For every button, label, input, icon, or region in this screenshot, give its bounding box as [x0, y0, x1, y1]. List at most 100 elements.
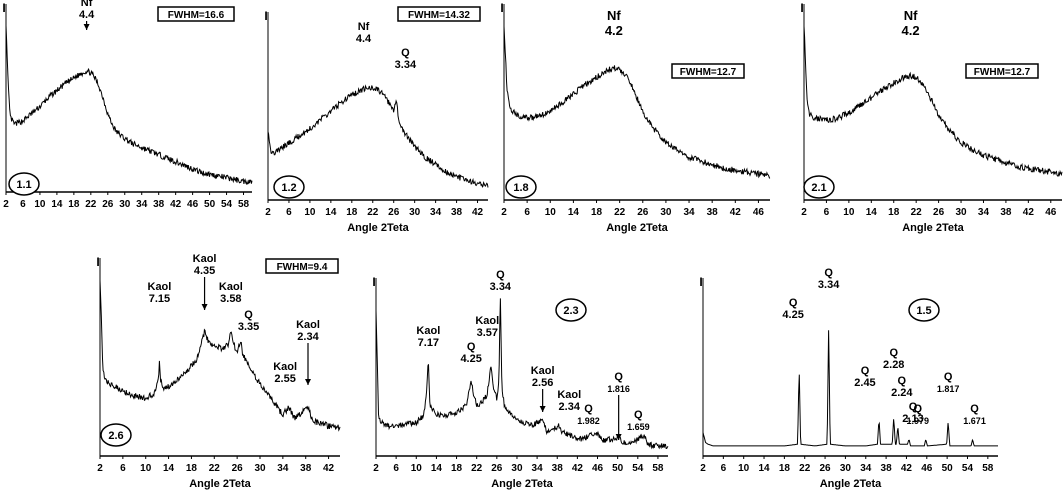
x-tick-label: 22	[85, 199, 97, 210]
y-axis-label: I	[372, 275, 375, 289]
x-tick-label: 26	[637, 207, 649, 218]
x-tick-label: 46	[921, 463, 933, 474]
sample-id-label: 1.8	[513, 182, 528, 194]
x-tick-label: 2	[501, 207, 507, 218]
x-tick-label: 10	[34, 199, 46, 210]
x-axis-label: Angle 2Teta	[606, 222, 668, 234]
x-tick-label: 34	[136, 199, 148, 210]
peak-name-label: Kaol	[219, 281, 243, 293]
x-tick-label: 46	[187, 199, 199, 210]
xrd-panel: I2 6 10 14 18 22 26 30 34 38 42 46 50 54 58FWHM=16.61.…	[2, 0, 253, 210]
peak-name-label: Kaol	[148, 281, 172, 293]
peak-name-label: Kaol	[475, 315, 499, 327]
peak-d-spacing-label: 3.57	[477, 327, 498, 339]
peak-d-spacing-label: 1.817	[937, 384, 960, 394]
x-tick-label: 2	[700, 463, 706, 474]
x-tick-label: 46	[753, 207, 765, 218]
peak-d-spacing-label: 7.17	[418, 337, 439, 349]
x-tick-label: 30	[955, 207, 967, 218]
peak-name-label: Q	[889, 347, 898, 359]
peak-name-label: Nf	[81, 0, 93, 9]
peak-arrow-head	[539, 406, 546, 412]
x-tick-label: 30	[840, 463, 852, 474]
xrd-trace	[503, 26, 771, 179]
peak-name-label: Q	[467, 341, 476, 353]
peak-d-spacing-label: 2.13	[902, 413, 923, 425]
sample-id-label: 1.1	[16, 179, 31, 191]
fwhm-label: FWHM=16.6	[168, 10, 225, 21]
sample-id-ellipse	[803, 175, 835, 199]
peak-arrow-head	[83, 24, 90, 30]
x-tick-label: 22	[614, 207, 626, 218]
x-tick-label: 14	[163, 463, 175, 474]
x-tick-label: 42	[170, 199, 182, 210]
fwhm-label: FWHM=14.32	[408, 10, 470, 21]
x-tick-label: 2	[265, 207, 271, 218]
x-tick-label: 34	[532, 463, 544, 474]
x-tick-label: 58	[652, 463, 664, 474]
sample-id-ellipse	[555, 298, 587, 322]
peak-d-spacing-label: 3.34	[818, 279, 840, 291]
x-tick-label: 38	[881, 463, 893, 474]
peak-d-spacing-label: 7.15	[149, 293, 170, 305]
x-tick-label: 42	[901, 463, 913, 474]
peak-name-label: Q	[634, 409, 643, 421]
peak-d-spacing-label: 3.35	[238, 321, 259, 333]
x-tick-label: 50	[204, 199, 216, 210]
sample-id-label: 1.5	[916, 305, 931, 317]
x-tick-label: 6	[286, 207, 292, 218]
x-tick-label: 46	[592, 463, 604, 474]
x-tick-label: 14	[568, 207, 580, 218]
x-tick-label: 18	[591, 207, 603, 218]
peak-arrow-head	[305, 379, 311, 385]
peak-d-spacing-label: 3.34	[395, 59, 417, 71]
x-tick-label: 42	[1023, 207, 1035, 218]
x-tick-label: 30	[254, 463, 266, 474]
peak-d-spacing-label: 3.34	[490, 281, 512, 293]
x-tick-label: 22	[799, 463, 811, 474]
peak-name-label: Q	[789, 297, 798, 309]
peak-name-label: Kaol	[416, 325, 440, 337]
fwhm-label: FWHM=12.7	[974, 67, 1031, 78]
x-tick-label: 38	[300, 463, 312, 474]
peak-name-label: Kaol	[531, 365, 555, 377]
peak-d-spacing-label: 1.979	[907, 416, 930, 426]
peak-name-label: Kaol	[273, 361, 297, 373]
fwhm-box	[157, 6, 235, 22]
x-tick-label: 18	[68, 199, 80, 210]
x-tick-label: 42	[730, 207, 742, 218]
xrd-trace	[375, 298, 669, 450]
xrd-trace	[702, 330, 998, 447]
peak-d-spacing-label: 2.24	[891, 387, 913, 399]
x-tick-label: 38	[1000, 207, 1012, 218]
x-tick-label: 10	[411, 463, 423, 474]
sample-id-ellipse	[505, 175, 537, 199]
x-tick-label: 50	[942, 463, 954, 474]
y-axis-label: I	[264, 9, 267, 23]
x-tick-label: 6	[20, 199, 26, 210]
x-tick-label: 38	[451, 207, 463, 218]
x-tick-label: 14	[431, 463, 443, 474]
fwhm-label: FWHM=12.7	[680, 67, 737, 78]
peak-d-spacing-label: 2.34	[297, 331, 319, 343]
peak-d-spacing-label: 4.2	[902, 23, 920, 38]
peak-name-label: Nf	[358, 21, 370, 33]
x-tick-label: 18	[451, 463, 463, 474]
peak-d-spacing-label: 2.55	[274, 373, 295, 385]
x-tick-label: 22	[471, 463, 483, 474]
x-tick-label: 54	[632, 463, 644, 474]
x-tick-label: 34	[978, 207, 990, 218]
y-axis-label: I	[96, 255, 99, 269]
x-tick-label: 46	[1045, 207, 1057, 218]
x-tick-label: 54	[962, 463, 974, 474]
x-tick-label: 14	[325, 207, 337, 218]
x-tick-label: 22	[367, 207, 379, 218]
x-tick-label: 10	[140, 463, 152, 474]
x-tick-label: 6	[120, 463, 126, 474]
x-tick-label: 26	[820, 463, 832, 474]
